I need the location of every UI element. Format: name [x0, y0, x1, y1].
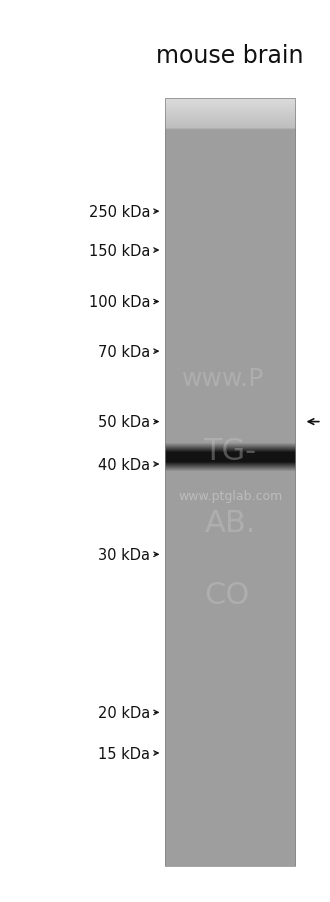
Text: www.ptglab.com: www.ptglab.com [178, 490, 282, 502]
Text: 15 kDa: 15 kDa [98, 746, 150, 760]
Text: 50 kDa: 50 kDa [98, 415, 150, 429]
Text: 40 kDa: 40 kDa [98, 457, 150, 472]
Text: 20 kDa: 20 kDa [98, 705, 150, 720]
Text: 70 kDa: 70 kDa [98, 345, 150, 359]
Text: www.P: www.P [182, 367, 265, 391]
Text: AB.: AB. [205, 509, 256, 538]
Text: TG-: TG- [204, 437, 257, 465]
Text: mouse brain: mouse brain [156, 44, 304, 68]
Text: 250 kDa: 250 kDa [89, 205, 150, 219]
Text: 100 kDa: 100 kDa [89, 295, 150, 309]
Bar [165, 99, 295, 866]
Text: 150 kDa: 150 kDa [89, 244, 150, 258]
Text: 30 kDa: 30 kDa [98, 548, 150, 562]
Text: CO: CO [204, 581, 249, 610]
